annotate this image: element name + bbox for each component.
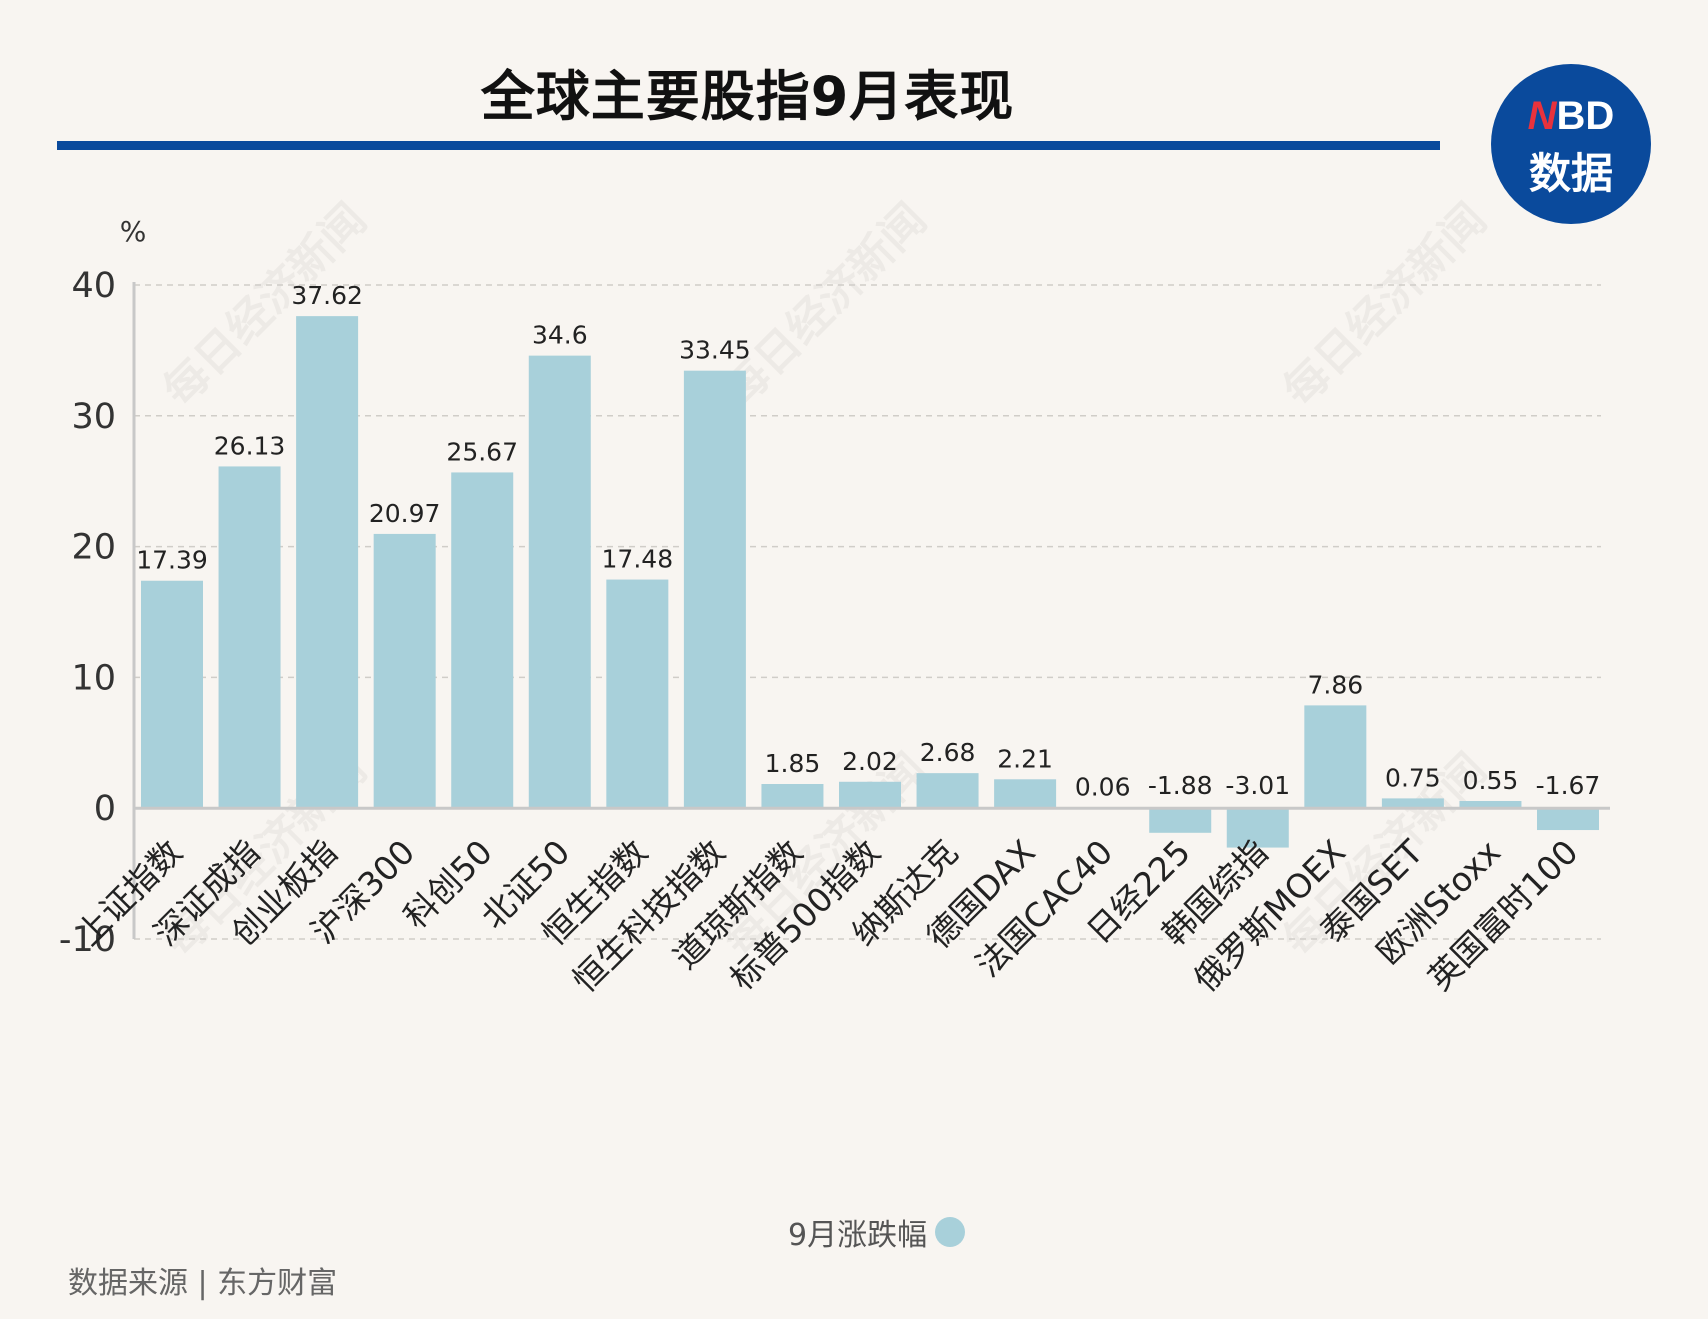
data-label: 20.97 (369, 499, 441, 528)
bar-10 (839, 781, 901, 809)
data-label: 25.67 (446, 437, 518, 466)
bar-12 (994, 779, 1057, 809)
bar-6 (528, 355, 591, 809)
bar-11 (916, 773, 979, 809)
bar-17 (1381, 798, 1444, 809)
bar-14 (1149, 808, 1212, 833)
bar-19 (1537, 808, 1599, 831)
bar-5 (451, 472, 514, 809)
nbd-logo: NBD 数据 (1491, 64, 1651, 224)
data-label: -1.88 (1148, 771, 1213, 800)
bar-3 (296, 316, 359, 809)
y-tick-label: 20 (71, 528, 116, 568)
y-tick-label: -10 (59, 920, 116, 960)
data-label: 0.55 (1463, 766, 1519, 795)
data-label: 1.85 (765, 749, 821, 778)
data-label: 2.02 (842, 747, 898, 776)
data-label: 26.13 (214, 431, 286, 460)
bar-1 (141, 580, 203, 809)
data-label: 2.68 (920, 738, 976, 767)
data-label: 33.45 (679, 336, 751, 365)
legend: 9月涨跌幅 (788, 1210, 966, 1254)
data-label: -3.01 (1225, 771, 1290, 800)
bar-18 (1459, 801, 1522, 809)
title-underline (57, 141, 1440, 150)
data-label: 7.86 (1307, 670, 1363, 699)
y-tick-label: 30 (71, 397, 116, 437)
bar-7 (606, 579, 669, 809)
data-label: 0.06 (1075, 772, 1131, 801)
chart-title: 全球主要股指9月表现 (480, 65, 1015, 128)
data-source: 数据来源 | 东方财富 (68, 1266, 338, 1301)
bar-8 (683, 370, 746, 809)
y-tick-label: 10 (71, 658, 116, 698)
data-label: 17.48 (602, 545, 674, 574)
data-label: 2.21 (997, 744, 1053, 773)
bar-4 (373, 533, 436, 809)
bar-2 (218, 466, 281, 809)
legend-label: 9月涨跌幅 (788, 1218, 928, 1253)
y-tick-label: 0 (94, 789, 116, 829)
bar-15 (1226, 808, 1289, 848)
y-axis-unit: % (120, 215, 147, 248)
y-tick-label: 40 (71, 266, 116, 306)
data-label: 0.75 (1385, 763, 1441, 792)
legend-swatch (935, 1217, 966, 1247)
data-label: 34.6 (532, 321, 588, 350)
bar-9 (761, 784, 824, 809)
data-label: 37.62 (291, 281, 363, 310)
bar-16 (1304, 705, 1367, 809)
data-label: 17.39 (136, 546, 208, 575)
data-label: -1.67 (1536, 771, 1601, 800)
